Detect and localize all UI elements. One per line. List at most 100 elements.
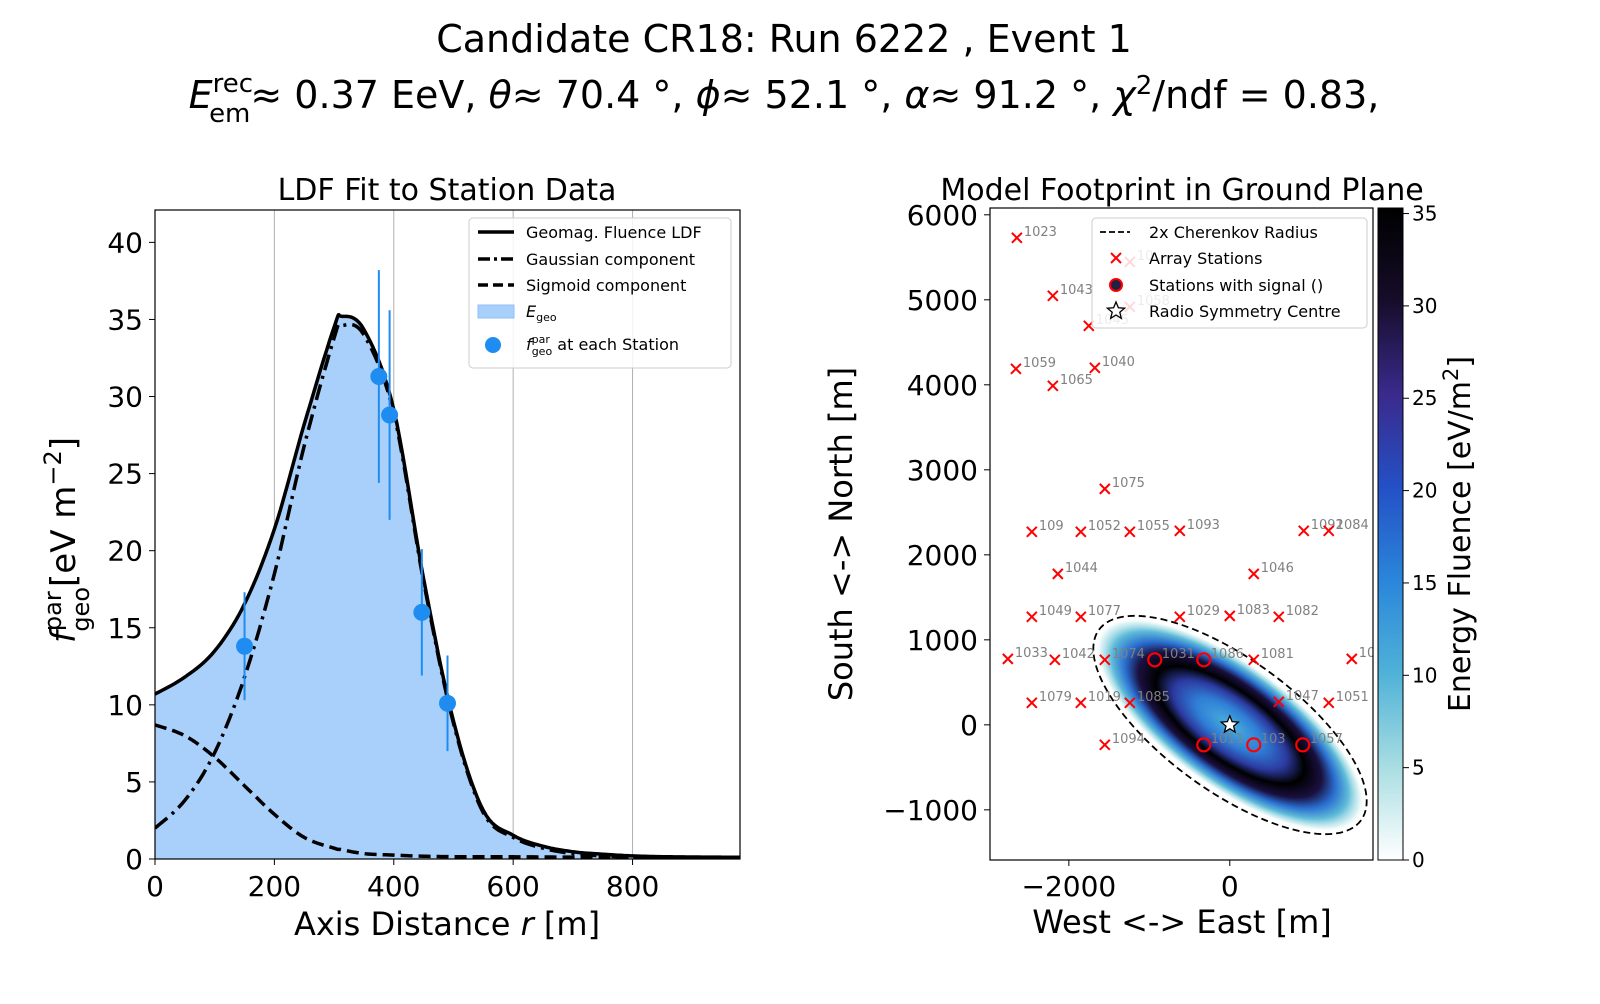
station-1029: 1029 xyxy=(1174,604,1220,623)
station-label: 1057 xyxy=(1310,732,1343,747)
ldf-title: LDF Fit to Station Data xyxy=(278,173,617,208)
legend-ldf: Geomag. Fluence LDF xyxy=(526,223,702,242)
footprint-panel: Model Footprint in Ground Plane 1023 10 10… xyxy=(822,173,1478,941)
x-tick-label: 800 xyxy=(606,870,659,903)
station-10: 10 xyxy=(1346,646,1373,665)
ldf-ylabel: fpargeo[eV m−2] xyxy=(39,437,95,643)
station-label: 1083 xyxy=(1237,603,1270,618)
station-label: 109 xyxy=(1039,519,1064,534)
station-label: 1043 xyxy=(1060,283,1093,298)
station-cross-icon xyxy=(1026,526,1038,538)
legend-symmetry-centre: Radio Symmetry Centre xyxy=(1149,302,1341,321)
station-1031: 1031 xyxy=(1147,647,1195,668)
colorbar-tick-label: 30 xyxy=(1412,294,1437,318)
cherenkov-radius-ellipse xyxy=(1092,614,1368,836)
station-label: 1081 xyxy=(1261,647,1294,662)
theta-value: ≈ 70.4 °, xyxy=(512,73,696,117)
station-1043: 1043 xyxy=(1047,283,1093,302)
x-tick-label: 400 xyxy=(367,870,420,903)
station-1023: 1023 xyxy=(1011,225,1057,244)
signal-station-marker xyxy=(1196,737,1212,753)
energy-value: ≈ 0.37 EeV, xyxy=(250,73,488,117)
station-1093: 1093 xyxy=(1174,518,1220,537)
station-label: 1093 xyxy=(1187,518,1220,533)
legend-point-swatch xyxy=(485,337,501,353)
chi-symbol: χ xyxy=(1111,73,1137,117)
colorbar xyxy=(1377,207,1404,861)
station-cross-icon xyxy=(1174,611,1186,623)
data-marker xyxy=(413,603,431,621)
station-label: 1011 xyxy=(1211,732,1244,747)
station-1019: 1019 xyxy=(1075,690,1121,709)
station-points xyxy=(236,270,456,752)
energy-sub: em xyxy=(209,99,250,129)
station-cross-icon xyxy=(1248,568,1260,580)
station-cross-icon xyxy=(1323,525,1335,537)
colorbar-tick-label: 15 xyxy=(1412,571,1437,595)
y-tick-label: 35 xyxy=(107,303,143,336)
x-tick-label: 0 xyxy=(146,870,164,903)
station-label: 1065 xyxy=(1060,373,1093,388)
station-cross-icon xyxy=(1026,611,1038,623)
station-1081: 1081 xyxy=(1248,647,1294,666)
station-1083: 1083 xyxy=(1224,603,1270,622)
station-1084: 1084 xyxy=(1323,518,1369,537)
station-label: 1052 xyxy=(1088,519,1121,534)
x-tick-label: 600 xyxy=(486,870,539,903)
legend-star-icon xyxy=(1105,300,1127,320)
signal-station-marker xyxy=(1246,737,1262,753)
legend-fill-swatch xyxy=(477,304,515,319)
colorbar-tick-label: 10 xyxy=(1412,663,1437,687)
station-cross-icon xyxy=(1010,363,1022,375)
station-label: 1019 xyxy=(1088,690,1121,705)
legend-cross-icon xyxy=(1110,252,1122,264)
stations: 1023101043105810451059104010651075109105… xyxy=(1002,225,1373,753)
station-1051: 1051 xyxy=(1323,690,1369,709)
station-1077: 1077 xyxy=(1075,604,1121,623)
legend-points: fpar geo at each Station xyxy=(526,333,679,358)
station-label: 1044 xyxy=(1065,561,1098,576)
station-label: 1084 xyxy=(1336,518,1369,533)
chi-sup: 2 xyxy=(1136,71,1153,101)
station-cross-icon xyxy=(1047,290,1059,302)
y-tick-label: 5000 xyxy=(907,284,978,317)
station-cross-icon xyxy=(1174,525,1186,537)
ldf-panel: LDF Fit to Station Data 0 200 400 600 800 0 5 1… xyxy=(39,173,741,943)
y-tick-label: −1000 xyxy=(883,794,978,827)
colorbar-ticks: 0 5 10 15 20 25 30 35 xyxy=(1403,202,1437,872)
figure-title-line2: Erec em≈ 0.37 EeV, θ≈ 70.4 °, ϕ≈ 52.1 °, … xyxy=(189,69,1380,129)
station-label: 1085 xyxy=(1137,690,1170,705)
station-1079: 1079 xyxy=(1026,690,1072,709)
sigmoid-component-line xyxy=(155,723,740,859)
y-tick-label: 25 xyxy=(107,458,143,491)
alpha-symbol: α xyxy=(904,73,929,117)
y-tick-label: 40 xyxy=(107,226,143,259)
station-label: 1059 xyxy=(1023,356,1056,371)
station-label: 1055 xyxy=(1137,519,1170,534)
station-109: 109 xyxy=(1026,519,1064,538)
footprint-ylabel: South <-> North [m] xyxy=(822,367,860,701)
station-103: 103 xyxy=(1246,732,1286,753)
signal-station-marker xyxy=(1147,652,1163,668)
station-cross-icon xyxy=(1075,611,1087,623)
station-1040: 1040 xyxy=(1089,355,1135,374)
station-1052: 1052 xyxy=(1075,519,1121,538)
station-label: 1094 xyxy=(1112,732,1145,747)
station-1094: 1094 xyxy=(1099,732,1145,751)
station-1082: 1082 xyxy=(1273,604,1319,623)
station-cross-icon xyxy=(1099,483,1111,495)
station-data-point xyxy=(439,655,456,752)
legend-sigmoid: Sigmoid component xyxy=(526,276,686,295)
station-data-point xyxy=(236,592,254,701)
station-cross-icon xyxy=(1099,739,1111,751)
station-label: 1074 xyxy=(1112,647,1145,662)
station-cross-icon xyxy=(1099,654,1111,666)
legend-array-stations: Array Stations xyxy=(1149,249,1262,268)
station-1042: 1042 xyxy=(1049,647,1095,666)
station-label: 1047 xyxy=(1286,689,1319,704)
y-tick-label: 10 xyxy=(107,689,143,722)
egeo-fill-area xyxy=(155,314,740,859)
station-1065: 1065 xyxy=(1047,373,1093,392)
station-label: 1029 xyxy=(1187,604,1220,619)
station-label: 1031 xyxy=(1162,647,1195,662)
